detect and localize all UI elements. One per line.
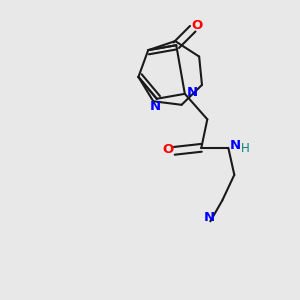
Text: O: O [162,143,173,156]
Text: N: N [203,211,214,224]
Text: N: N [150,100,161,113]
Text: O: O [192,19,203,32]
Text: H: H [241,142,250,155]
Text: N: N [187,86,198,99]
Text: N: N [230,139,241,152]
